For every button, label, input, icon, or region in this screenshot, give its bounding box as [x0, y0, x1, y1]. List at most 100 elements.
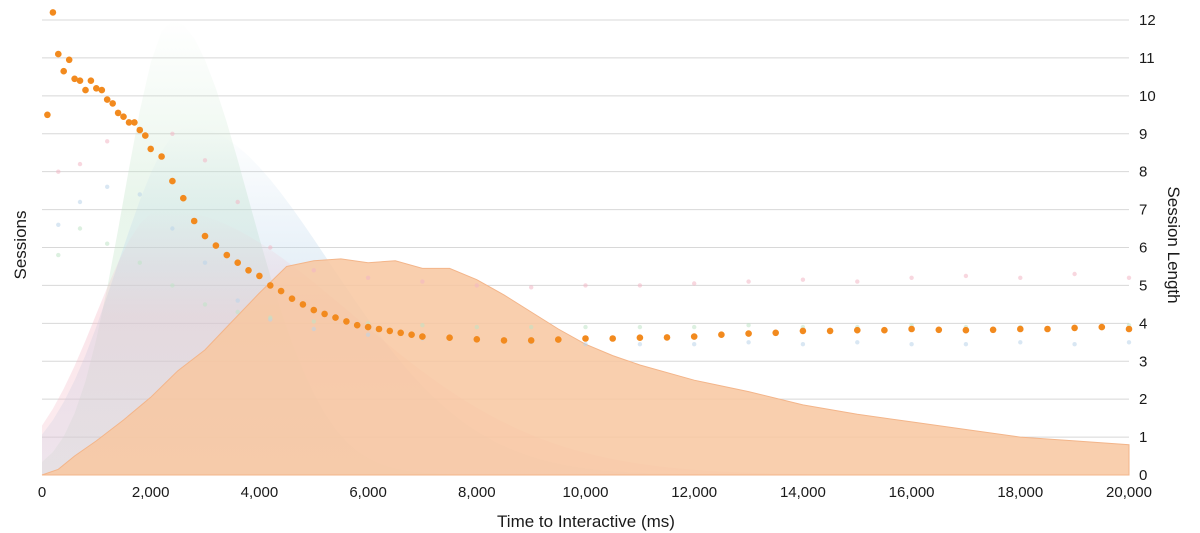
faded-point	[170, 131, 175, 136]
faded-point	[1072, 271, 1077, 277]
faded-point	[1072, 342, 1077, 347]
y-tick-label: 4	[1139, 315, 1147, 332]
session-length-point	[375, 325, 383, 333]
session-length-point	[234, 259, 241, 267]
session-length-point	[120, 113, 127, 120]
faded-point	[1126, 275, 1132, 280]
faded-point	[170, 283, 175, 288]
y-tick-label: 9	[1139, 126, 1147, 143]
session-length-point	[76, 77, 84, 84]
faded-point	[268, 315, 273, 320]
faded-point	[746, 340, 751, 345]
faded-point	[637, 342, 643, 347]
session-length-point	[500, 337, 508, 344]
y-tick-label: 11	[1139, 50, 1155, 67]
session-length-point	[55, 50, 62, 58]
x-tick-label: 10,000	[563, 484, 609, 501]
faded-point	[1126, 340, 1132, 345]
session-length-point	[908, 325, 915, 333]
session-length-point	[288, 295, 296, 303]
session-length-point	[772, 329, 779, 337]
x-tick-label: 16,000	[889, 484, 935, 501]
y-tick-label: 10	[1139, 88, 1156, 105]
y-tick-label: 12	[1139, 12, 1156, 29]
session-length-point	[299, 301, 307, 308]
faded-point	[105, 139, 110, 144]
y-tick-label: 2	[1139, 391, 1147, 408]
faded-point	[963, 273, 969, 279]
faded-point	[855, 340, 860, 345]
session-length-point	[60, 67, 67, 75]
session-length-point	[419, 333, 426, 340]
session-length-point	[397, 329, 405, 337]
x-tick-label: 6,000	[349, 484, 387, 501]
session-length-point	[527, 337, 535, 344]
session-length-point	[690, 333, 698, 340]
session-length-point	[93, 85, 100, 92]
x-tick-label: 20,000	[1106, 484, 1152, 501]
session-length-point	[142, 132, 149, 139]
faded-point	[583, 324, 588, 330]
session-length-point	[71, 75, 78, 83]
faded-point	[56, 252, 61, 258]
session-length-point	[147, 145, 154, 153]
session-length-point	[663, 334, 671, 341]
faded-point	[692, 342, 697, 347]
session-length-point	[82, 86, 89, 94]
session-length-point	[169, 177, 176, 185]
session-length-point	[1017, 325, 1024, 333]
faded-point	[56, 169, 61, 174]
right-y-axis-title: Session Length	[1164, 186, 1183, 303]
session-length-point	[364, 323, 372, 331]
session-length-point	[1044, 325, 1051, 333]
faded-point	[235, 309, 240, 315]
session-length-point	[131, 119, 138, 126]
faded-point	[855, 279, 860, 284]
faded-point	[692, 324, 697, 330]
session-length-point	[190, 217, 198, 225]
faded-point	[365, 332, 371, 337]
y-tick-label: 8	[1139, 164, 1147, 181]
session-length-point	[353, 321, 361, 329]
x-tick-label: 0	[38, 484, 46, 501]
y-tick-label: 5	[1139, 277, 1147, 294]
faded-point	[420, 323, 425, 328]
session-length-point	[408, 331, 415, 339]
faded-point	[77, 226, 83, 231]
session-length-point	[332, 314, 339, 321]
session-length-point	[989, 326, 997, 334]
x-tick-label: 14,000	[780, 484, 826, 501]
faded-point	[746, 323, 751, 328]
session-length-point	[310, 306, 318, 314]
faded-point	[105, 241, 110, 246]
session-length-point	[582, 335, 589, 342]
faded-point	[311, 326, 316, 332]
session-length-point	[1098, 323, 1106, 331]
left-y-axis-title: Sessions	[11, 211, 30, 280]
session-length-point	[87, 77, 95, 84]
session-length-point	[212, 242, 220, 249]
faded-point	[311, 268, 316, 273]
session-length-point	[826, 327, 834, 335]
session-length-point	[343, 318, 350, 325]
session-length-point	[473, 336, 481, 343]
session-length-point	[386, 327, 394, 335]
x-tick-label: 8,000	[458, 484, 496, 501]
session-length-point	[446, 334, 453, 342]
faded-point	[170, 226, 175, 231]
faded-point	[474, 283, 479, 288]
y-tick-label: 3	[1139, 353, 1147, 370]
faded-point	[583, 283, 588, 288]
session-length-points	[44, 9, 1133, 344]
faded-point	[637, 324, 643, 330]
session-length-point	[935, 326, 943, 334]
session-length-point	[1125, 325, 1133, 333]
x-tick-label: 18,000	[997, 484, 1043, 501]
faded-point	[1018, 340, 1023, 345]
faded-point	[909, 275, 914, 280]
x-tick-label: 4,000	[241, 484, 279, 501]
session-length-point	[223, 251, 231, 259]
faded-point	[137, 260, 142, 265]
